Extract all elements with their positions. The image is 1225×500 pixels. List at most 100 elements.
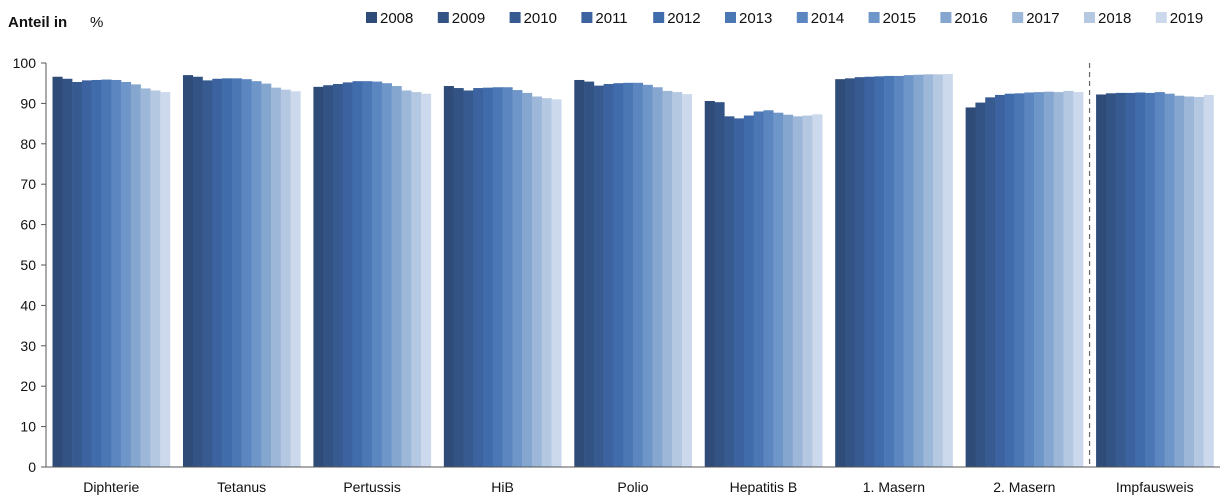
- bar: [1154, 92, 1165, 467]
- bar: [130, 84, 141, 467]
- legend-swatch: [940, 12, 952, 23]
- y-tick-label: 100: [13, 55, 37, 71]
- bar: [763, 110, 774, 468]
- axes: [45, 63, 1220, 468]
- bar: [231, 78, 242, 467]
- bar: [531, 96, 542, 467]
- legend-swatch: [366, 12, 377, 23]
- bar: [854, 77, 865, 467]
- bar: [1053, 92, 1064, 467]
- bar: [1063, 90, 1074, 467]
- bar: [140, 88, 151, 467]
- bar: [1043, 91, 1054, 468]
- x-tick-label: Tetanus: [217, 479, 266, 495]
- bar: [1034, 92, 1045, 467]
- x-tick-label: HiB: [491, 479, 514, 495]
- bar: [1193, 96, 1204, 467]
- bar: [1125, 92, 1136, 468]
- bar: [52, 76, 63, 468]
- bar: [111, 79, 122, 467]
- bar: [893, 75, 904, 468]
- legend-label: 2009: [452, 10, 485, 27]
- y-tick-label: 50: [20, 257, 36, 273]
- bar: [541, 98, 552, 468]
- legend-swatch: [796, 12, 808, 23]
- bar: [933, 74, 944, 467]
- bar: [1164, 93, 1175, 467]
- y-tick-label: 20: [20, 378, 36, 394]
- bars: [52, 63, 1214, 468]
- bar: [1174, 95, 1185, 467]
- bar: [362, 81, 373, 468]
- bar: [903, 75, 914, 468]
- bar: [1184, 96, 1195, 467]
- bar: [613, 83, 624, 467]
- bar: [662, 90, 673, 467]
- bar: [1203, 94, 1214, 468]
- legend-swatch: [437, 12, 449, 23]
- legend-label: 2015: [883, 10, 916, 27]
- legend-label: 2018: [1098, 10, 1131, 27]
- bar: [342, 82, 353, 467]
- bar: [1144, 92, 1156, 468]
- bar: [574, 79, 585, 467]
- bar: [913, 74, 924, 467]
- legend-swatch: [581, 12, 593, 23]
- bar: [642, 84, 653, 467]
- bar: [923, 74, 934, 467]
- bar: [62, 78, 73, 467]
- x-tick-label: Polio: [617, 479, 648, 495]
- bar: [453, 88, 464, 468]
- bar: [802, 115, 813, 468]
- bar: [743, 115, 754, 468]
- bar: [864, 76, 875, 468]
- bar: [222, 78, 233, 467]
- bar: [1014, 93, 1025, 468]
- bar: [603, 84, 614, 467]
- bar: [72, 81, 83, 468]
- bar: [202, 80, 213, 468]
- bar: [1135, 92, 1146, 468]
- bar: [522, 92, 533, 468]
- bar: [332, 84, 344, 467]
- y-tick-label: 40: [20, 297, 36, 313]
- legend-swatch: [653, 12, 665, 23]
- bar: [844, 78, 856, 467]
- y-tick-label: 10: [20, 419, 36, 435]
- bar: [381, 83, 392, 467]
- bar: [182, 75, 194, 468]
- y-tick-label: 70: [20, 176, 36, 192]
- bar: [633, 82, 644, 468]
- bar: [251, 81, 262, 468]
- bar: [421, 93, 432, 467]
- bar: [792, 116, 803, 467]
- legend-swatch: [1155, 12, 1167, 23]
- bar: [681, 94, 692, 468]
- y-tick-label: 60: [20, 217, 36, 233]
- legend-label: 2014: [811, 10, 844, 27]
- bar: [783, 114, 794, 468]
- bar: [551, 99, 562, 468]
- x-tick-label: 1. Masern: [863, 479, 925, 495]
- bar: [753, 111, 764, 467]
- bar: [704, 100, 715, 467]
- bar: [714, 102, 725, 467]
- y-axis-title-prefix: Anteil in: [8, 14, 67, 31]
- legend-label: 2013: [739, 10, 772, 27]
- bar: [261, 83, 272, 467]
- legend-label: 2017: [1026, 10, 1059, 27]
- bar: [401, 90, 412, 467]
- bar: [212, 78, 223, 467]
- bar: [463, 90, 474, 467]
- bar: [101, 79, 112, 467]
- bar: [1004, 93, 1015, 467]
- x-axis-labels: Diphterie Tetanus Pertussis HiB Polio Hepatit…: [83, 479, 1193, 495]
- legend: 2008 2009 2010 2011 2012 2013 2014 2015 2016 2017…: [366, 10, 1203, 27]
- bar: [835, 79, 846, 467]
- bar: [271, 87, 282, 467]
- bar: [584, 81, 595, 467]
- bar: [652, 87, 663, 468]
- y-axis-title: Anteil in %: [8, 14, 103, 31]
- bar: [724, 116, 735, 467]
